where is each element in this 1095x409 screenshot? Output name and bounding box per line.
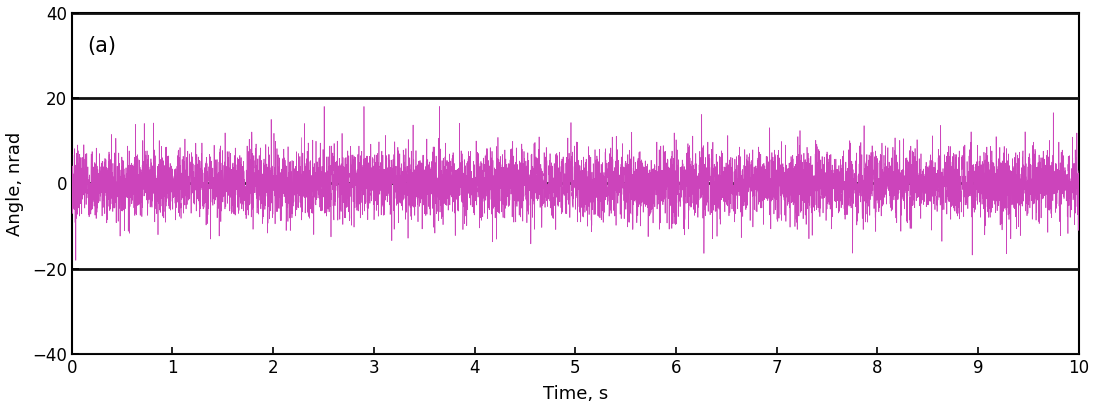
Text: (a): (a)	[87, 36, 116, 56]
Y-axis label: Angle, nrad: Angle, nrad	[5, 131, 24, 236]
X-axis label: Time, s: Time, s	[543, 385, 608, 403]
